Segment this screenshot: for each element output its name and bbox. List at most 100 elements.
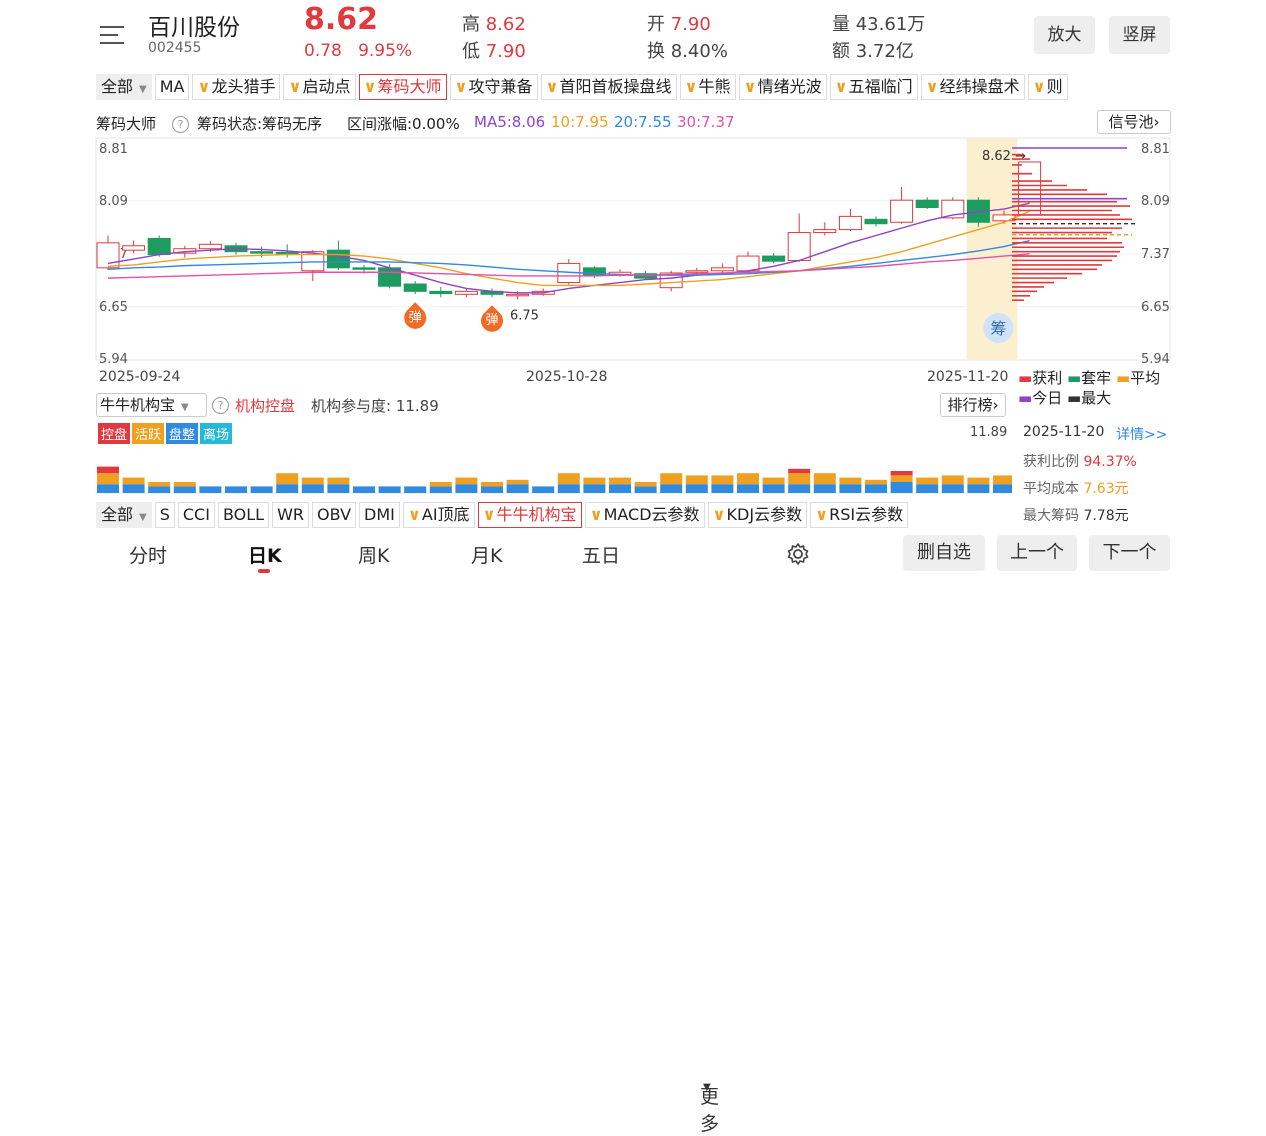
indicator-tab[interactable]: ∨龙头猎手 — [192, 74, 281, 100]
rank-label: 排行榜 — [947, 396, 993, 414]
candle-body — [122, 245, 146, 251]
institution-bar-segment — [813, 484, 836, 493]
chart-frame — [95, 137, 1171, 361]
turnover-value: 8.40% — [670, 41, 728, 62]
candle-body — [787, 232, 811, 261]
bottom-indicator-tab[interactable]: ∨RSI云参数 — [810, 502, 909, 528]
institution-bar-segment — [97, 484, 119, 493]
previous-stock-button[interactable]: 上一个 — [997, 535, 1077, 571]
candlestick-chart[interactable]: 8.818.818.098.097.377.376.656.655.945.94… — [0, 134, 1266, 390]
help-icon[interactable]: ? — [172, 113, 189, 133]
institution-bar-segment — [788, 484, 811, 493]
low-value: 7.90 — [485, 41, 526, 62]
quote-amount: 额 3.72亿 — [832, 37, 914, 63]
sub-indicator-select[interactable]: 牛牛机构宝 ▼ — [96, 393, 207, 417]
chip-detail-link[interactable]: 详情>> — [1116, 427, 1168, 443]
y-tick-right: 8.81 — [1141, 142, 1170, 157]
x-axis-label: 2025-09-24 — [99, 369, 180, 385]
candle-body — [301, 251, 325, 272]
institution-bar-segment — [481, 486, 503, 493]
rank-button[interactable]: 排行榜› — [940, 393, 1006, 417]
period-daily[interactable]: 日K — [248, 545, 282, 567]
bottom-indicator-tab[interactable]: ∨MACD云参数 — [584, 502, 705, 528]
bottom-indicator-tab[interactable]: OBV — [312, 502, 357, 528]
institution-bar-segment — [865, 479, 887, 485]
institution-bar-segment — [609, 477, 631, 485]
institution-bar-segment — [762, 484, 785, 493]
institution-bar-segment — [916, 484, 939, 493]
menu-icon[interactable] — [100, 24, 124, 46]
indicator-tab[interactable]: ∨经纬操盘术 — [920, 74, 1025, 100]
chip-badge-circle — [983, 313, 1014, 343]
candle-body — [403, 283, 427, 292]
range-change: 区间涨幅:0.00% — [347, 115, 460, 133]
bottom-indicator-tab[interactable]: BOLL — [217, 502, 270, 528]
candle-body — [736, 255, 760, 272]
institution-bar-segment — [557, 473, 580, 485]
institution-bar-segment — [506, 479, 529, 485]
y-tick-right: 6.65 — [1141, 300, 1170, 315]
indicator-tab[interactable]: ∨则 — [1027, 74, 1068, 100]
indicator-tab[interactable]: MA — [154, 74, 190, 100]
bottom-indicator-tab[interactable]: S — [154, 502, 175, 528]
indicator-all-dropdown[interactable]: 全部 ▼ — [96, 74, 152, 100]
indicator-tab[interactable]: ∨攻守兼备 — [449, 74, 538, 100]
candle-body — [275, 251, 299, 255]
legend-today: 今日 — [1032, 389, 1063, 407]
price-change: 0.78 9.95% — [304, 41, 412, 61]
bounce-marker-shape — [480, 305, 503, 332]
ma5-line — [107, 202, 1030, 294]
ma30-value: 30:7.37 — [677, 113, 735, 131]
quote-open: 开 7.90 — [647, 10, 711, 36]
bottom-indicator-tab[interactable]: WR — [272, 502, 309, 528]
institution-bar-segment — [737, 473, 759, 485]
legend-profit: 获利 — [1032, 369, 1063, 387]
institution-bar-segment — [327, 477, 350, 485]
institution-bar-segment — [429, 482, 452, 487]
institution-bar-segment — [481, 482, 503, 487]
y-tick-right: 8.09 — [1141, 194, 1170, 209]
profit-ratio: 获利比例 94.37% — [1023, 451, 1137, 471]
institution-bar-segment — [173, 482, 196, 487]
candle-body — [506, 293, 530, 297]
amount-label: 额 — [832, 41, 850, 62]
max-chip: 最大筹码 7.78元 — [1023, 505, 1129, 525]
portrait-button[interactable]: 竖屏 — [1109, 16, 1170, 54]
institution-bar-segment — [813, 473, 836, 485]
period-intraday[interactable]: 分时 — [129, 545, 168, 567]
bottom-indicator-tab[interactable]: CCI — [177, 502, 215, 528]
indicator-tab[interactable]: ∨五福临门 — [829, 74, 918, 100]
candle-body — [634, 273, 658, 279]
candle-body — [941, 199, 965, 219]
institution-bar-segment — [839, 477, 862, 485]
indicator-tab[interactable]: ∨牛熊 — [679, 74, 736, 100]
institution-bar-segment — [404, 486, 427, 493]
indicator-tab[interactable]: ∨筹码大师 — [358, 74, 447, 100]
institution-bar-segment — [148, 486, 171, 493]
period-weekly[interactable]: 周K — [358, 545, 390, 567]
indicator-tab[interactable]: ∨情绪光波 — [738, 74, 827, 100]
y-tick-right: 5.94 — [1141, 352, 1170, 367]
signal-pool-button[interactable]: 信号池› — [1097, 110, 1171, 134]
max-chip-label: 最大筹码 — [1023, 508, 1079, 524]
bottom-indicator-all-dropdown[interactable]: 全部 ▼ — [96, 502, 152, 528]
high-annotation: 8.62 → — [982, 149, 1026, 164]
institution-bar-segment — [97, 466, 119, 474]
low-label: 低 — [462, 41, 480, 62]
zoom-button[interactable]: 放大 — [1034, 16, 1095, 54]
remove-watchlist-button[interactable]: 删自选 — [903, 535, 985, 571]
bottom-indicator-tab[interactable]: ∨牛牛机构宝 — [477, 502, 582, 528]
indicator-tab[interactable]: ∨启动点 — [283, 74, 356, 100]
help-icon-sub[interactable]: ? — [212, 395, 229, 414]
institution-bar-segment — [353, 486, 375, 493]
period-monthly[interactable]: 月K — [471, 545, 503, 567]
settings-gear-icon[interactable] — [786, 542, 810, 566]
period-five-day[interactable]: 五日 — [582, 545, 621, 567]
bottom-indicator-tab[interactable]: DMI — [359, 502, 400, 528]
bounce-marker-shape — [404, 302, 427, 329]
bottom-indicator-tab[interactable]: ∨AI顶底 — [402, 502, 475, 528]
next-stock-button[interactable]: 下一个 — [1089, 535, 1170, 571]
bottom-indicator-tab[interactable]: ∨KDJ云参数 — [707, 502, 808, 528]
indicator-tab[interactable]: ∨首阳首板操盘线 — [540, 74, 677, 100]
institution-bar-segment — [583, 477, 606, 485]
